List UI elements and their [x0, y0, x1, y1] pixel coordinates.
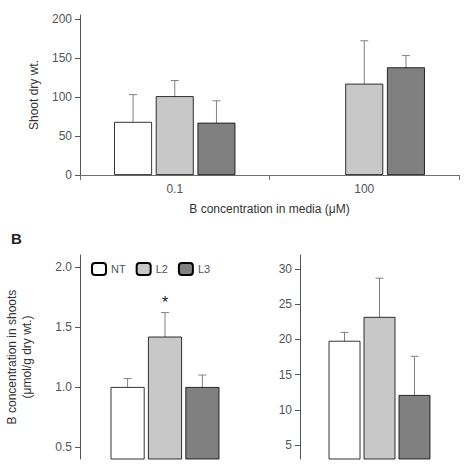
svg-text:20: 20 — [279, 332, 293, 346]
svg-text:100: 100 — [354, 182, 374, 196]
svg-text:0.5: 0.5 — [55, 440, 72, 454]
svg-text:100: 100 — [52, 90, 72, 104]
svg-text:B concentration in media (μM): B concentration in media (μM) — [189, 202, 349, 216]
svg-text:10: 10 — [279, 403, 293, 417]
svg-text:B: B — [11, 230, 22, 247]
svg-text:200: 200 — [52, 12, 72, 26]
svg-text:L2: L2 — [156, 263, 168, 275]
svg-text:1.5: 1.5 — [55, 320, 72, 334]
svg-text:(μmol/g dry wt.): (μmol/g dry wt.) — [20, 316, 34, 399]
svg-text:B concentration in shoots: B concentration in shoots — [5, 290, 19, 425]
svg-text:0.1: 0.1 — [166, 182, 183, 196]
svg-text:Shoot dry wt.: Shoot dry wt. — [27, 60, 41, 130]
svg-text:30: 30 — [279, 262, 293, 276]
svg-text:2.0: 2.0 — [55, 260, 72, 274]
svg-text:50: 50 — [59, 129, 73, 143]
svg-text:L3: L3 — [198, 263, 210, 275]
svg-text:25: 25 — [279, 297, 293, 311]
svg-text:5: 5 — [285, 438, 292, 452]
svg-text:150: 150 — [52, 51, 72, 65]
svg-text:1.0: 1.0 — [55, 380, 72, 394]
svg-text:*: * — [162, 294, 168, 311]
svg-text:15: 15 — [279, 368, 293, 382]
svg-text:NT: NT — [111, 263, 126, 275]
svg-text:0: 0 — [65, 168, 72, 182]
